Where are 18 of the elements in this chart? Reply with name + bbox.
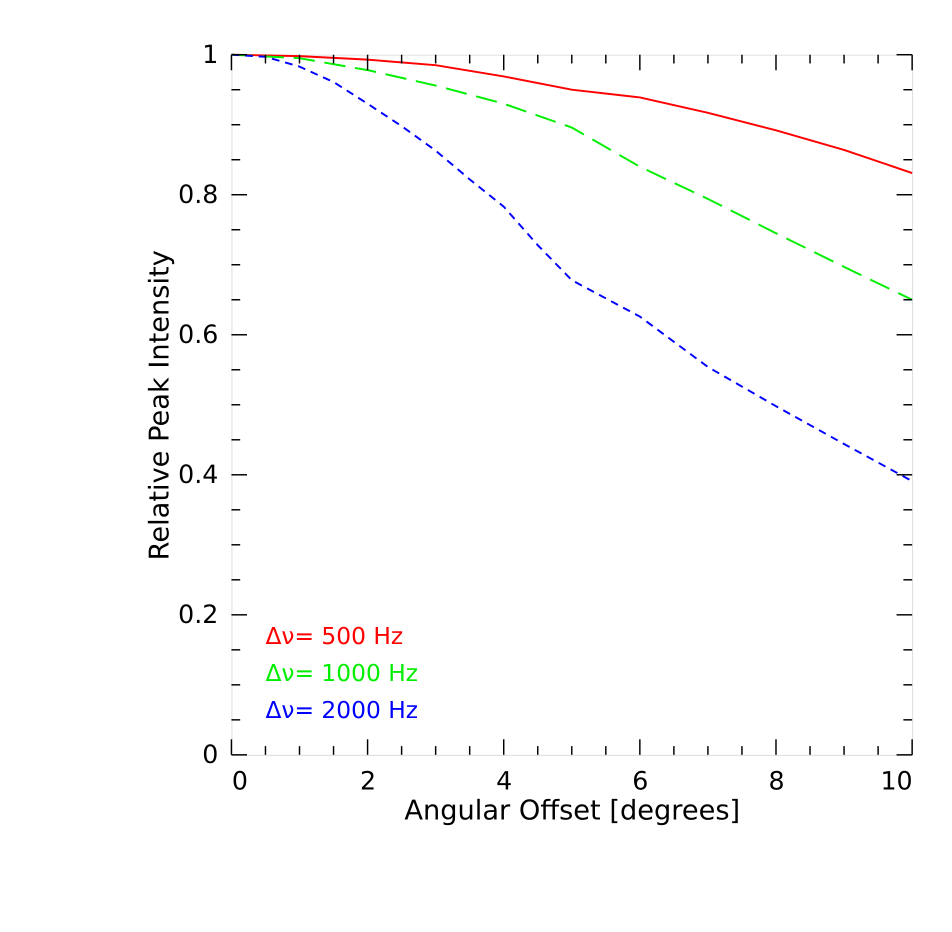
y-tick-label: 1	[202, 40, 218, 69]
x-axis-title: Angular Offset [degrees]	[404, 796, 740, 827]
text: Δν= 2000 Hz	[265, 696, 418, 724]
line-series	[230, 54, 914, 301]
x-tick-label: 0	[232, 766, 248, 796]
y-tick-label: 0.6	[178, 320, 218, 350]
y-tick-label: 0.4	[178, 460, 218, 490]
y-tick-label: 0	[202, 740, 218, 770]
x-tick-label: 4	[496, 766, 512, 796]
y-tick-label: 0.8	[178, 180, 218, 209]
text: Δν= 1000 Hz	[265, 658, 418, 687]
x-tick-label: 6	[632, 766, 648, 796]
text: Δν= 500 Hz	[265, 622, 404, 650]
x-tick-label: 8	[768, 766, 785, 796]
x-tick-label: 10	[880, 766, 913, 796]
y-axis-title: Relative Peak Intensity	[144, 250, 176, 560]
y-tick-label: 0.2	[178, 600, 218, 630]
x-tick-label: 2	[360, 766, 376, 796]
